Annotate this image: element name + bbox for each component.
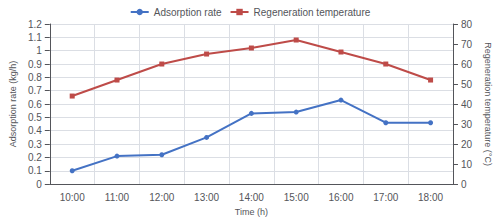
svg-text:0.6: 0.6 <box>28 99 42 110</box>
svg-text:80: 80 <box>461 19 473 30</box>
svg-text:10:00: 10:00 <box>60 192 85 203</box>
svg-text:15:00: 15:00 <box>284 192 309 203</box>
svg-text:20: 20 <box>461 139 473 150</box>
svg-text:0.1: 0.1 <box>28 165 42 176</box>
svg-text:70: 70 <box>461 39 473 50</box>
svg-text:0.5: 0.5 <box>28 112 42 123</box>
svg-text:1.2: 1.2 <box>28 19 42 30</box>
svg-text:1.1: 1.1 <box>28 32 42 43</box>
svg-text:10: 10 <box>461 159 473 170</box>
svg-text:12:00: 12:00 <box>149 192 174 203</box>
svg-text:Time (h): Time (h) <box>235 207 268 217</box>
svg-text:30: 30 <box>461 119 473 130</box>
svg-text:0.2: 0.2 <box>28 152 42 163</box>
svg-text:0.7: 0.7 <box>28 85 42 96</box>
svg-text:0.8: 0.8 <box>28 72 42 83</box>
svg-text:Regeneration temperature (°C): Regeneration temperature (°C) <box>483 42 493 166</box>
svg-text:11:00: 11:00 <box>105 192 130 203</box>
svg-text:Adsorption rate: Adsorption rate <box>154 7 222 18</box>
svg-text:14:00: 14:00 <box>239 192 264 203</box>
svg-text:0.3: 0.3 <box>28 139 42 150</box>
svg-text:13:00: 13:00 <box>194 192 219 203</box>
svg-text:0.9: 0.9 <box>28 59 42 70</box>
svg-text:0.4: 0.4 <box>28 125 42 136</box>
svg-text:40: 40 <box>461 99 473 110</box>
svg-text:0: 0 <box>36 179 42 190</box>
svg-text:50: 50 <box>461 79 473 90</box>
svg-text:17:00: 17:00 <box>373 192 398 203</box>
svg-text:60: 60 <box>461 59 473 70</box>
svg-text:0: 0 <box>461 179 467 190</box>
svg-text:18:00: 18:00 <box>418 192 443 203</box>
svg-text:16:00: 16:00 <box>328 192 353 203</box>
svg-text:Adsorption rate (kg/h): Adsorption rate (kg/h) <box>8 61 18 148</box>
svg-text:Regeneration temperature: Regeneration temperature <box>254 7 371 18</box>
svg-text:1: 1 <box>36 45 42 56</box>
